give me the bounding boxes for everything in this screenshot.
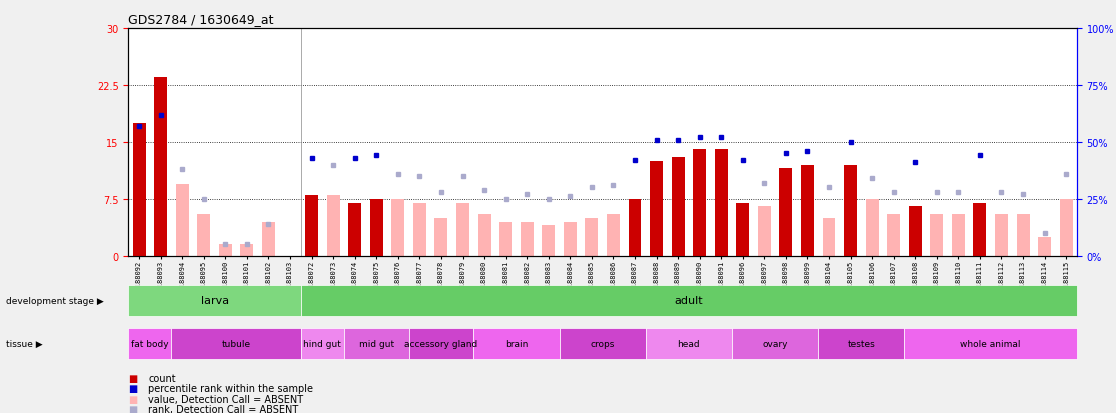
Bar xyxy=(219,244,232,256)
Text: percentile rank within the sample: percentile rank within the sample xyxy=(148,383,314,393)
Bar xyxy=(240,244,253,256)
Text: ■: ■ xyxy=(128,394,137,404)
Bar xyxy=(154,78,167,256)
Bar xyxy=(176,184,189,256)
Text: ■: ■ xyxy=(128,373,137,383)
Bar xyxy=(822,218,836,256)
Bar xyxy=(866,199,878,256)
Bar xyxy=(473,328,559,359)
Text: whole animal: whole animal xyxy=(961,339,1021,348)
Text: adult: adult xyxy=(674,295,703,306)
Text: development stage ▶: development stage ▶ xyxy=(6,296,104,305)
Text: ovary: ovary xyxy=(762,339,788,348)
Bar xyxy=(607,214,619,256)
Bar xyxy=(542,226,556,256)
Bar xyxy=(478,214,491,256)
Bar xyxy=(133,123,145,256)
Bar xyxy=(262,222,275,256)
Bar xyxy=(672,158,684,256)
Bar xyxy=(995,214,1008,256)
Text: tubule: tubule xyxy=(222,339,251,348)
Bar xyxy=(908,207,922,256)
Bar xyxy=(1060,199,1072,256)
Text: accessory gland: accessory gland xyxy=(404,339,478,348)
Bar xyxy=(732,328,818,359)
Bar xyxy=(499,222,512,256)
Bar xyxy=(369,199,383,256)
Bar xyxy=(172,328,301,359)
Bar xyxy=(301,328,344,359)
Bar xyxy=(779,169,792,256)
Text: testes: testes xyxy=(847,339,875,348)
Bar xyxy=(413,203,426,256)
Bar xyxy=(650,161,663,256)
Text: crops: crops xyxy=(590,339,615,348)
Bar xyxy=(801,165,814,256)
Bar xyxy=(128,285,301,316)
Text: fat body: fat body xyxy=(131,339,169,348)
Text: head: head xyxy=(677,339,700,348)
Bar xyxy=(301,285,1077,316)
Bar xyxy=(434,218,448,256)
Bar xyxy=(198,214,210,256)
Bar xyxy=(408,328,473,359)
Bar xyxy=(758,207,771,256)
Bar xyxy=(456,203,469,256)
Bar xyxy=(305,195,318,256)
Text: larva: larva xyxy=(201,295,229,306)
Bar xyxy=(973,203,987,256)
Text: ■: ■ xyxy=(128,383,137,393)
Bar xyxy=(693,150,706,256)
Text: GDS2784 / 1630649_at: GDS2784 / 1630649_at xyxy=(128,13,273,26)
Bar xyxy=(628,199,642,256)
Bar xyxy=(348,203,362,256)
Text: brain: brain xyxy=(504,339,528,348)
Bar xyxy=(844,165,857,256)
Bar xyxy=(931,214,943,256)
Text: count: count xyxy=(148,373,176,383)
Bar xyxy=(714,150,728,256)
Bar xyxy=(737,203,749,256)
Bar xyxy=(392,199,404,256)
Bar xyxy=(887,214,901,256)
Bar xyxy=(327,195,339,256)
Text: ■: ■ xyxy=(128,404,137,413)
Bar xyxy=(586,218,598,256)
Text: hind gut: hind gut xyxy=(304,339,341,348)
Text: value, Detection Call = ABSENT: value, Detection Call = ABSENT xyxy=(148,394,304,404)
Text: rank, Detection Call = ABSENT: rank, Detection Call = ABSENT xyxy=(148,404,299,413)
Text: tissue ▶: tissue ▶ xyxy=(6,339,42,348)
Text: mid gut: mid gut xyxy=(358,339,394,348)
Bar xyxy=(904,328,1077,359)
Bar xyxy=(818,328,904,359)
Bar xyxy=(521,222,533,256)
Bar xyxy=(952,214,965,256)
Bar xyxy=(646,328,732,359)
Bar xyxy=(344,328,408,359)
Bar xyxy=(559,328,646,359)
Bar xyxy=(1038,237,1051,256)
Bar xyxy=(564,222,577,256)
Bar xyxy=(128,328,172,359)
Bar xyxy=(1017,214,1029,256)
